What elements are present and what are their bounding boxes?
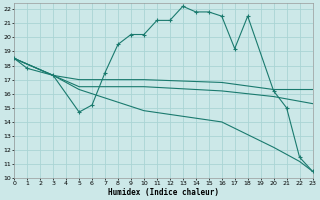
X-axis label: Humidex (Indice chaleur): Humidex (Indice chaleur): [108, 188, 219, 197]
